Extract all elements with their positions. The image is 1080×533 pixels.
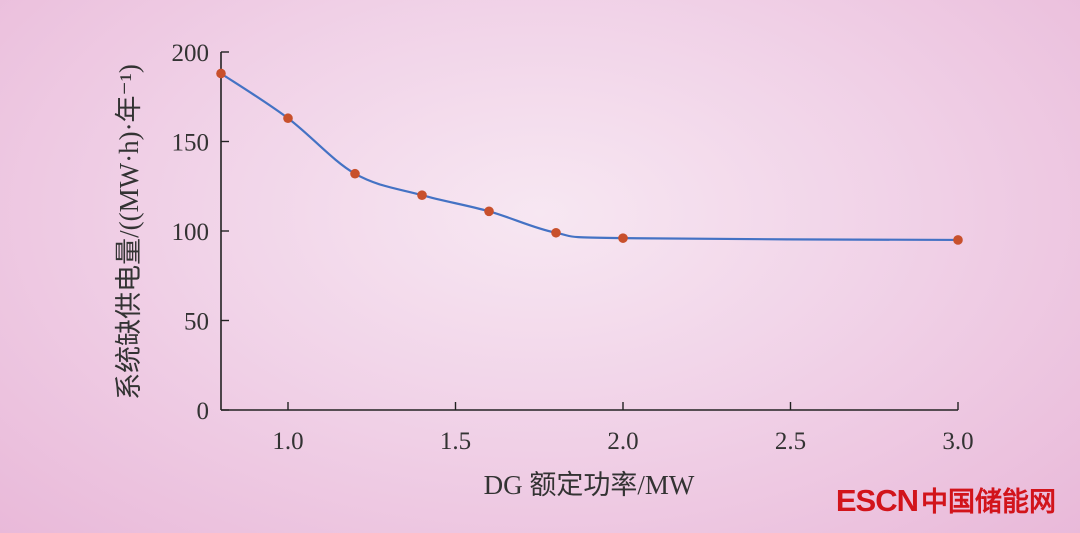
tick-labels: 0 50 100 150 200 1.0 1.5 2.0 2.5 3.0 — [172, 40, 974, 455]
y-tick-label: 150 — [172, 130, 210, 157]
data-point — [551, 227, 561, 238]
data-markers — [216, 68, 963, 245]
y-tick-label: 200 — [172, 40, 210, 67]
y-tick-label: 50 — [184, 309, 209, 336]
chart-axes — [220, 51, 959, 411]
data-point — [953, 235, 963, 245]
data-point — [216, 68, 226, 79]
data-point — [283, 113, 293, 124]
series-line — [220, 72, 959, 242]
y-tick-label: 100 — [172, 219, 210, 246]
y-axis-title: 系统缺供电量/((MW·h)·年⁻¹) — [114, 64, 144, 400]
x-tick-label: 1.0 — [272, 428, 303, 455]
data-point — [417, 190, 427, 200]
escn-watermark: ESCN 中国储能网 — [836, 480, 1056, 519]
x-tick-label: 3.0 — [942, 428, 973, 455]
x-axis-title: DG 额定功率/MW — [484, 470, 695, 500]
x-tick-label: 1.5 — [440, 428, 471, 455]
data-point — [484, 206, 494, 217]
y-tick-label: 0 — [197, 398, 210, 425]
watermark-text: 中国储能网 — [921, 487, 1056, 517]
data-point — [618, 233, 628, 243]
x-tick-label: 2.0 — [607, 428, 638, 455]
x-tick-label: 2.5 — [775, 428, 806, 455]
watermark-brand: ESCN — [835, 483, 919, 518]
data-point — [350, 168, 360, 179]
